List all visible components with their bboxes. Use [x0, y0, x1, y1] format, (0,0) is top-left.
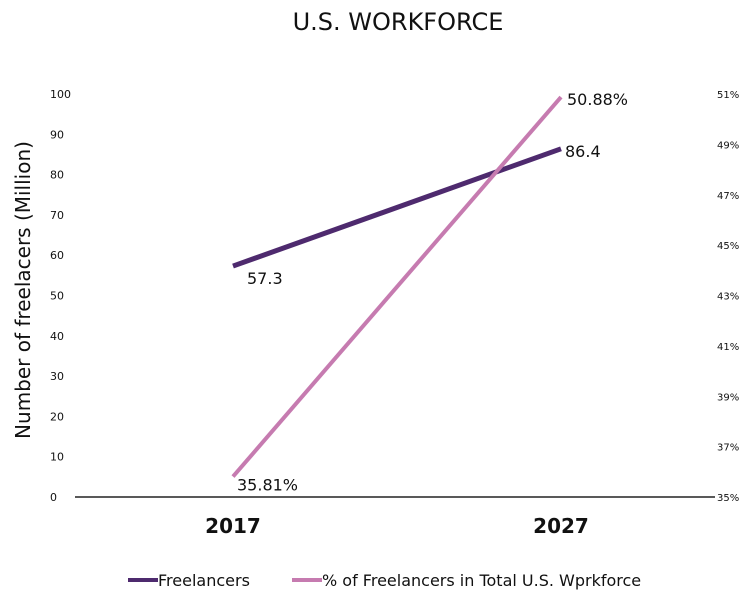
y2-tick-label: 37% [717, 443, 739, 454]
y2-tick-label: 49% [717, 140, 739, 151]
data-labels: 57.3 86.4 35.81% 50.88% [237, 90, 628, 495]
data-label: 86.4 [565, 142, 601, 161]
y-tick-label: 50 [50, 290, 64, 303]
series-lines [231, 95, 563, 478]
y-tick-label: 90 [50, 128, 64, 141]
y2-tick-label: 47% [717, 191, 739, 202]
x-tick-label: 2027 [533, 514, 589, 538]
data-label: 50.88% [567, 90, 628, 109]
y-tick-label: 10 [50, 451, 64, 464]
y2-tick-label: 39% [717, 392, 739, 403]
right-y-axis-ticks: 35% 37% 39% 41% 43% 45% 47% 49% 51% [717, 90, 739, 504]
series-line-percent-freelancers [231, 95, 563, 478]
legend-label: % of Freelancers in Total U.S. Wprkforce [322, 571, 641, 590]
data-label: 57.3 [247, 269, 283, 288]
left-y-axis-ticks: 0 10 20 30 40 50 60 70 80 90 100 [50, 88, 71, 504]
y2-tick-label: 45% [717, 241, 739, 252]
y-tick-label: 40 [50, 330, 64, 343]
y-axis-label: Number of freelacers (Million) [11, 141, 35, 439]
y2-tick-label: 41% [717, 342, 739, 353]
y-tick-label: 20 [50, 410, 64, 423]
y2-tick-label: 51% [717, 90, 739, 101]
y-tick-label: 70 [50, 209, 64, 222]
y-tick-label: 30 [50, 370, 64, 383]
legend: Freelancers % of Freelancers in Total U.S… [128, 571, 641, 590]
y-tick-label: 100 [50, 88, 71, 101]
y-tick-label: 80 [50, 169, 64, 182]
x-axis-ticks: 2017 2027 [205, 514, 589, 538]
series-line-freelancers [232, 146, 562, 269]
legend-label: Freelancers [158, 571, 250, 590]
y-tick-label: 60 [50, 249, 64, 262]
chart-title: U.S. WORKFORCE [293, 8, 504, 36]
y2-tick-label: 43% [717, 292, 739, 303]
data-label: 35.81% [237, 476, 298, 495]
y2-tick-label: 35% [717, 493, 739, 504]
y-tick-label: 0 [50, 491, 57, 504]
x-tick-label: 2017 [205, 514, 261, 538]
